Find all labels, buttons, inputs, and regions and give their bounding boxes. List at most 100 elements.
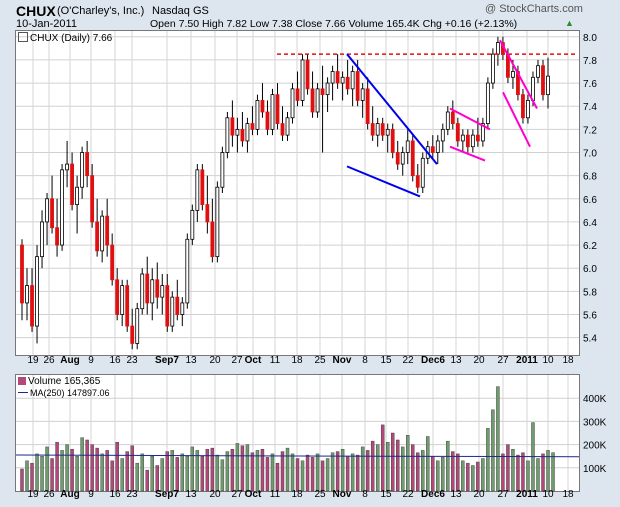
candle-body <box>215 186 220 258</box>
volume-bar <box>476 461 480 492</box>
candle-body <box>50 198 54 229</box>
volume-bar <box>230 449 235 492</box>
volume-bar <box>370 440 375 492</box>
date-tick-label: 15 <box>380 355 392 366</box>
candle-body <box>536 65 540 78</box>
date-tick-label: 27 <box>497 355 509 366</box>
candle-body <box>380 123 385 136</box>
volume-bar <box>95 447 99 492</box>
date-tick-label: 8 <box>362 355 368 366</box>
date-tick-label: 27 <box>497 489 509 500</box>
date-tick-label: 18 <box>562 355 574 366</box>
date-tick-label: Nov <box>333 355 352 366</box>
volume-bar <box>385 442 390 492</box>
volume-bar <box>391 432 395 492</box>
volume-bar <box>250 452 255 492</box>
candle-body <box>435 140 440 153</box>
volume-bar <box>135 462 139 492</box>
candle-body <box>470 134 475 148</box>
volume-bar <box>396 439 400 492</box>
volume-bar <box>521 452 525 492</box>
candle-body <box>35 256 39 327</box>
volume-bar <box>185 456 190 492</box>
candle-body <box>80 152 85 188</box>
volume-bar <box>401 446 405 492</box>
candle-body <box>255 100 260 130</box>
price-tick-label: 7.0 <box>583 149 597 160</box>
candle-body <box>115 279 120 315</box>
candle-body <box>260 100 265 113</box>
candle-body <box>40 221 44 258</box>
volume-bar <box>305 454 310 492</box>
candle-body <box>315 88 320 113</box>
volume-bar <box>551 452 555 492</box>
date-tick-label: Aug <box>60 489 79 500</box>
candle-body <box>395 152 400 165</box>
date-tick-label: Nov <box>333 489 352 500</box>
candle-body <box>170 296 175 327</box>
volume-bar <box>516 454 520 492</box>
volume-bar <box>105 450 109 492</box>
company-name: (O'Charley's, Inc.) <box>57 5 145 17</box>
ohlc-summary: Open 7.50 High 7.82 Low 7.38 Close 7.66 … <box>150 18 518 30</box>
candle-body <box>541 65 545 96</box>
date-tick-label: 20 <box>209 355 221 366</box>
volume-bar <box>375 444 380 492</box>
date-tick-label: 23 <box>126 489 138 500</box>
candle-body <box>310 88 315 113</box>
volume-bar <box>511 449 515 492</box>
date-tick-label: Dec6 <box>421 489 445 500</box>
candle-body <box>490 53 495 84</box>
volume-bar <box>270 453 275 492</box>
candle-body <box>400 152 405 165</box>
volume-bar <box>100 453 104 492</box>
date-tick-label: 2011 <box>516 489 538 500</box>
volume-bar <box>260 449 265 492</box>
volume-bar <box>25 460 29 492</box>
date-tick-label: 13 <box>450 489 462 500</box>
date-tick-label: 25 <box>314 355 326 366</box>
date-tick-label: Oct <box>245 355 262 366</box>
candle-body <box>185 238 190 304</box>
candle-body <box>20 244 24 304</box>
candle-body <box>320 88 325 96</box>
candle-body <box>355 71 360 101</box>
candle-body <box>445 111 450 130</box>
volume-bar <box>360 446 365 492</box>
volume-bar <box>275 462 280 492</box>
candle-body <box>325 82 330 96</box>
volume-bar <box>160 458 164 492</box>
volume-legend-swatch <box>18 377 26 385</box>
candle-body <box>25 285 29 304</box>
volume-bar <box>456 453 460 492</box>
candle-body <box>145 273 150 304</box>
volume-bar <box>165 451 169 492</box>
ma-legend-text: MA(250) 147897.06 <box>30 388 110 398</box>
candle-body <box>90 175 95 223</box>
volume-bar <box>380 424 385 492</box>
exchange-label: Nasdaq GS <box>152 5 209 17</box>
date-tick-label: 10 <box>542 355 554 366</box>
volume-tick-label: 200K <box>583 441 607 452</box>
candle-body <box>415 175 420 188</box>
candle-body <box>330 71 335 84</box>
wedge-upper-trendline <box>346 53 438 165</box>
date-tick-label: 25 <box>314 489 326 500</box>
volume-bar <box>120 458 124 492</box>
candle-body <box>210 221 215 258</box>
volume-bar <box>451 451 455 492</box>
price-tick-label: 7.4 <box>583 102 597 113</box>
date-tick-label: Oct <box>245 489 262 500</box>
date-tick-label: 13 <box>450 355 462 366</box>
price-legend: CHUX (Daily) 7.66 <box>18 32 112 44</box>
date-tick-label: 27 <box>231 355 243 366</box>
candle-body <box>160 285 165 298</box>
volume-bar <box>215 454 220 492</box>
volume-bar <box>491 409 495 492</box>
candle-body <box>105 215 110 246</box>
date-tick-label: Aug <box>60 355 79 366</box>
candle-body <box>280 123 285 136</box>
candle-body <box>195 169 200 211</box>
price-tick-label: 7.8 <box>583 56 597 67</box>
candle-body <box>526 100 530 119</box>
